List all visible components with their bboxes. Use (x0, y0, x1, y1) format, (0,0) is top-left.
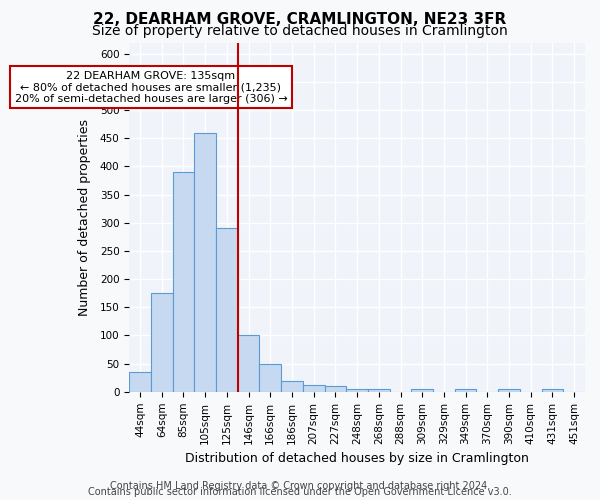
Text: Size of property relative to detached houses in Cramlington: Size of property relative to detached ho… (92, 24, 508, 38)
Bar (216, 228, 238, 392)
X-axis label: Distribution of detached houses by size in Cramlington: Distribution of detached houses by size … (185, 452, 529, 465)
Bar (368, 389, 389, 392)
Bar (129, 372, 151, 392)
Bar (325, 386, 346, 392)
Bar (455, 389, 476, 392)
Y-axis label: Number of detached properties: Number of detached properties (79, 118, 91, 316)
Bar (151, 293, 173, 392)
Bar (412, 389, 433, 392)
Bar (194, 132, 216, 392)
Text: 22 DEARHAM GROVE: 135sqm
← 80% of detached houses are smaller (1,235)
20% of sem: 22 DEARHAM GROVE: 135sqm ← 80% of detach… (14, 70, 287, 104)
Text: Contains HM Land Registry data © Crown copyright and database right 2024.: Contains HM Land Registry data © Crown c… (110, 481, 490, 491)
Bar (498, 389, 520, 392)
Bar (238, 336, 259, 392)
Text: 22, DEARHAM GROVE, CRAMLINGTON, NE23 3FR: 22, DEARHAM GROVE, CRAMLINGTON, NE23 3FR (94, 12, 506, 28)
Bar (542, 389, 563, 392)
Text: Contains public sector information licensed under the Open Government Licence v3: Contains public sector information licen… (88, 487, 512, 497)
Bar (173, 172, 194, 392)
Bar (281, 380, 303, 392)
Bar (259, 364, 281, 392)
Bar (303, 385, 325, 392)
Bar (346, 389, 368, 392)
